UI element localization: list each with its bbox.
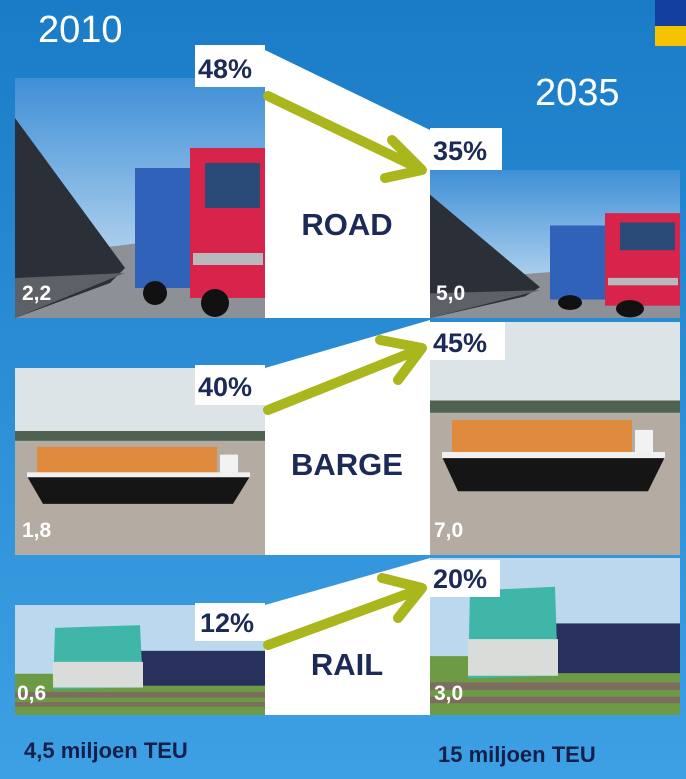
road-photo <box>15 78 265 318</box>
teu-start: 0,6 <box>17 682 46 705</box>
mode-label: RAIL <box>311 647 383 682</box>
share-end: 35% <box>433 136 487 166</box>
share-start: 12% <box>200 608 254 638</box>
share-end: 20% <box>433 564 487 594</box>
year-end: 2035 <box>535 72 620 114</box>
teu-end: 5,0 <box>436 282 465 305</box>
slide: 2010 2035 48% 35% ROAD 2,2 5,0 40% 45% B… <box>0 0 686 779</box>
teu-end: 3,0 <box>434 682 463 705</box>
flag-corner <box>655 0 686 26</box>
teu-end: 7,0 <box>434 519 463 542</box>
flag-corner <box>655 26 686 46</box>
teu-start: 2,2 <box>22 282 51 305</box>
share-start: 48% <box>198 54 252 84</box>
mode-label: ROAD <box>301 207 392 242</box>
year-start: 2010 <box>38 9 123 51</box>
total-start: 4,5 miljoen TEU <box>24 738 188 763</box>
mode-label: BARGE <box>291 447 403 482</box>
total-end: 15 miljoen TEU <box>438 742 596 767</box>
road-photo <box>430 170 680 318</box>
teu-start: 1,8 <box>22 519 52 542</box>
share-end: 45% <box>433 328 487 358</box>
share-start: 40% <box>198 372 252 402</box>
